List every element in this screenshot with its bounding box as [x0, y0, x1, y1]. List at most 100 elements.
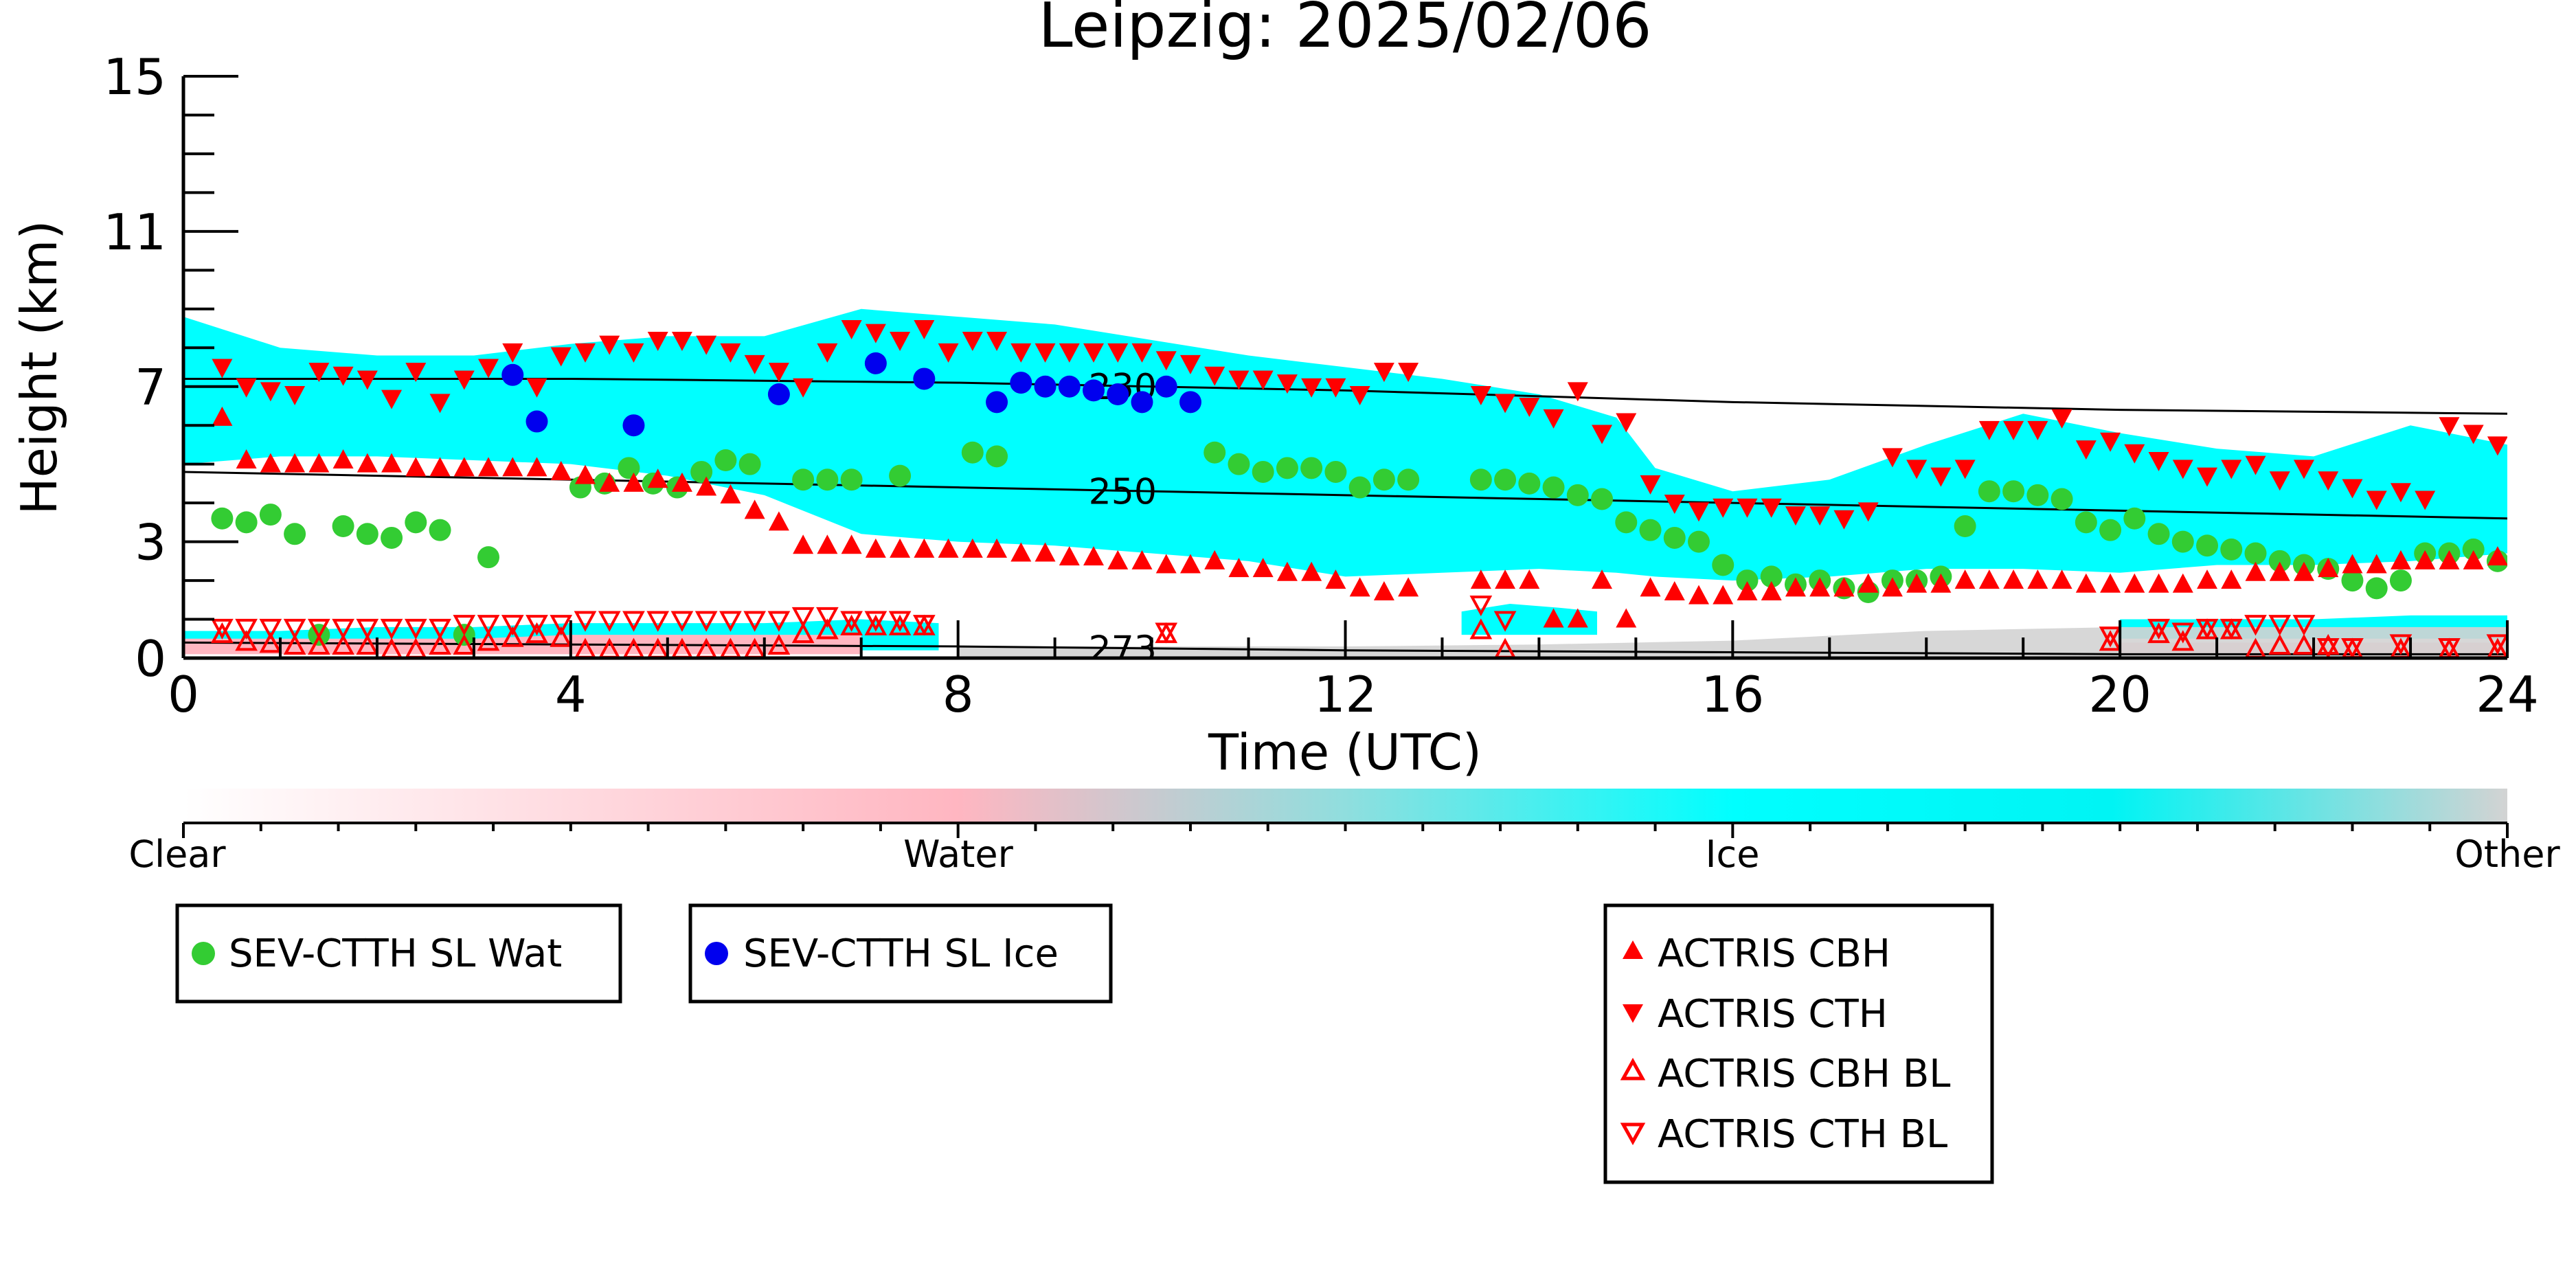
- marker-actris-cth: [2197, 467, 2218, 487]
- marker-actris-cbh: [2415, 550, 2436, 569]
- marker-actris-cth: [550, 347, 572, 367]
- marker-actris-cth: [938, 343, 959, 363]
- marker-actris-cth-bl: [2171, 622, 2195, 644]
- marker-actris-cbh-bl: [429, 633, 451, 655]
- marker-actris-cbh: [2463, 550, 2484, 569]
- marker-actris-cbh-bl: [1469, 618, 1493, 640]
- marker-actris-cbh: [1978, 569, 2000, 589]
- x-tick-label: 8: [942, 666, 974, 723]
- marker-actris-cbh: [1954, 569, 1976, 589]
- colorbar-ticks: [182, 823, 2509, 838]
- marker-actris-cth: [2172, 460, 2193, 479]
- marker-actris-cbh: [1325, 569, 1346, 589]
- marker-actris-cth: [1204, 366, 1225, 386]
- marker-actris-cbh: [1495, 569, 1516, 589]
- x-tick-label: 20: [2088, 666, 2151, 723]
- marker-actris-cth: [1930, 467, 1952, 487]
- legend-box-actris: ACTRIS CBH ACTRIS CTH ACTRIS CBH BL ACTR…: [1603, 903, 1994, 1184]
- marker-actris-cbh: [1035, 542, 1056, 562]
- marker-actris-cth: [793, 378, 814, 398]
- marker-actris-cbh: [623, 472, 644, 492]
- marker-actris-cbh: [1785, 577, 1806, 597]
- marker-actris-cth: [1179, 354, 1201, 374]
- x-tick-label: 16: [1702, 666, 1765, 723]
- marker-actris-cth: [2487, 436, 2507, 456]
- marker-actris-cth: [1131, 343, 1153, 363]
- marker-actris-cth: [1083, 343, 1105, 363]
- marker-actris-cbh-bl: [2268, 633, 2292, 655]
- x-tick-label: 12: [1314, 666, 1377, 723]
- x-tick-label: 4: [555, 666, 587, 723]
- marker-actris-cbh: [671, 472, 692, 492]
- marker-actris-cbh: [1737, 581, 1758, 601]
- marker-sev-ctth-sl-wat: [1712, 554, 1735, 576]
- marker-actris-cbh: [1155, 554, 1177, 574]
- marker-sev-ctth-sl-wat: [2171, 530, 2194, 553]
- marker-actris-cbh: [550, 460, 572, 480]
- marker-actris-cbh: [212, 406, 233, 426]
- marker-actris-cbh: [2172, 573, 2193, 593]
- marker-actris-cth: [2366, 490, 2387, 510]
- marker-actris-cth: [1737, 498, 1758, 518]
- marker-sev-ctth-sl-wat: [2365, 577, 2388, 600]
- y-tick-label: 11: [103, 203, 166, 261]
- marker-actris-cbh: [574, 464, 596, 484]
- marker-actris-cbh: [1204, 550, 1225, 569]
- marker-sev-ctth-sl-wat: [477, 546, 500, 569]
- marker-sev-ctth-sl-wat: [1252, 460, 1274, 483]
- marker-sev-ctth-sl-ice: [1107, 383, 1129, 406]
- marker-actris-cbh: [2100, 573, 2121, 593]
- legend-marker-sev-wat: [192, 942, 215, 965]
- marker-actris-cth: [405, 363, 427, 383]
- marker-actris-cbh-bl: [840, 614, 863, 635]
- marker-actris-cth: [1761, 498, 1782, 518]
- marker-sev-ctth-sl-ice: [1179, 391, 1201, 414]
- marker-actris-cth-bl: [526, 615, 548, 636]
- marker-sev-ctth-sl-wat: [2075, 511, 2097, 534]
- marker-actris-cbh-bl: [888, 614, 912, 635]
- marker-series: [211, 320, 2507, 658]
- marker-actris-cbh: [986, 538, 1008, 558]
- marker-actris-cbh: [744, 499, 765, 519]
- marker-sev-ctth-sl-wat: [211, 507, 234, 530]
- legend-marker-sev-ice: [705, 942, 728, 965]
- marker-actris-cbh: [1083, 546, 1105, 566]
- marker-sev-ctth-sl-wat: [816, 468, 839, 491]
- marker-actris-cth: [2293, 460, 2314, 479]
- marker-actris-cbh: [526, 457, 547, 477]
- marker-actris-cth: [1010, 343, 1032, 363]
- marker-actris-cth-bl: [2219, 618, 2243, 640]
- marker-actris-cbh: [2197, 569, 2218, 589]
- marker-actris-cth: [2415, 490, 2436, 510]
- marker-sev-ctth-sl-wat: [1954, 515, 1976, 538]
- legend-marker-actris-cbh-bl: [1620, 1057, 1646, 1081]
- plot-axes: 0 3 7 11 15 0 4 8 12 16 20 24: [103, 48, 2538, 723]
- marker-actris-cth-bl: [2268, 615, 2292, 636]
- marker-actris-cbh: [1349, 577, 1370, 597]
- marker-sev-ctth-sl-wat: [1397, 468, 1420, 491]
- marker-actris-cth: [1543, 409, 1564, 429]
- marker-actris-cth: [212, 359, 233, 379]
- marker-sev-ctth-sl-wat: [1276, 457, 1298, 479]
- marker-actris-cth-bl: [477, 615, 500, 636]
- marker-actris-cbh: [2075, 573, 2097, 593]
- legend-box-sev-ice: SEV-CTTH SL Ice: [688, 903, 1113, 1004]
- marker-sev-ctth-sl-wat: [738, 453, 761, 475]
- marker-actris-cth: [841, 320, 862, 340]
- marker-actris-cth: [1713, 498, 1734, 518]
- marker-actris-cth: [1785, 506, 1806, 526]
- marker-actris-cbh: [865, 538, 886, 558]
- y-tick-label: 15: [103, 48, 166, 106]
- marker-actris-cbh-bl: [2292, 633, 2316, 655]
- marker-actris-cth-bl: [1493, 611, 1517, 632]
- marker-sev-ctth-sl-wat: [1348, 476, 1371, 499]
- marker-actris-cbh: [1470, 569, 1491, 589]
- marker-actris-cbh: [1543, 608, 1564, 628]
- marker-actris-cbh: [2148, 573, 2169, 593]
- marker-actris-cth: [1978, 420, 2000, 440]
- marker-actris-cbh: [2342, 554, 2363, 574]
- marker-actris-cbh: [1640, 577, 1661, 597]
- marker-actris-cbh: [2051, 569, 2072, 589]
- marker-actris-cbh-bl: [2099, 630, 2122, 651]
- marker-actris-cbh: [647, 468, 668, 488]
